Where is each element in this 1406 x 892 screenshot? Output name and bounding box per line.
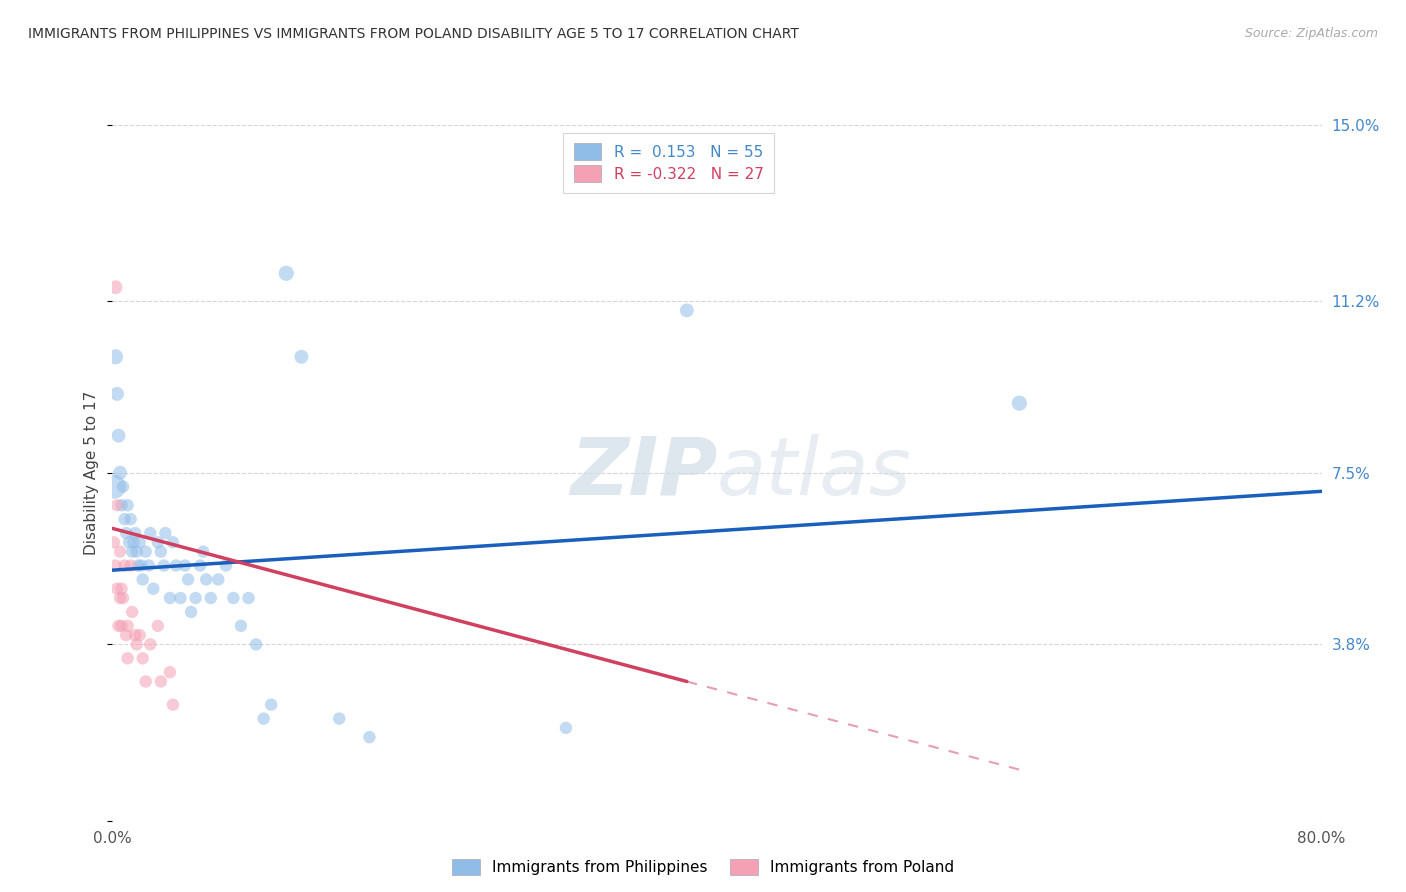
Text: Source: ZipAtlas.com: Source: ZipAtlas.com xyxy=(1244,27,1378,40)
Point xyxy=(115,526,138,541)
Point xyxy=(207,573,229,587)
Point xyxy=(169,591,191,605)
Point xyxy=(165,558,187,573)
Point xyxy=(117,498,139,512)
Point xyxy=(675,303,697,318)
Point xyxy=(108,544,131,558)
Text: atlas: atlas xyxy=(717,434,912,512)
Point xyxy=(105,387,128,401)
Point xyxy=(120,558,142,573)
Point xyxy=(120,512,142,526)
Point xyxy=(103,535,125,549)
Point xyxy=(121,544,143,558)
Point xyxy=(114,558,136,573)
Point xyxy=(110,582,132,596)
Point xyxy=(110,498,132,512)
Point xyxy=(155,526,177,541)
Point xyxy=(128,535,150,549)
Point xyxy=(112,591,135,605)
Legend: R =  0.153   N = 55, R = -0.322   N = 27: R = 0.153 N = 55, R = -0.322 N = 27 xyxy=(564,133,775,193)
Point xyxy=(104,280,127,294)
Point xyxy=(180,605,202,619)
Point xyxy=(215,558,238,573)
Point xyxy=(117,619,139,633)
Point xyxy=(146,535,169,549)
Point xyxy=(142,582,165,596)
Point xyxy=(328,712,350,726)
Point xyxy=(238,591,260,605)
Point xyxy=(125,544,148,558)
Point xyxy=(149,674,172,689)
Point xyxy=(139,526,162,541)
Point xyxy=(554,721,576,735)
Point xyxy=(107,428,129,442)
Point xyxy=(229,619,252,633)
Point xyxy=(108,466,131,480)
Point xyxy=(153,558,176,573)
Point xyxy=(104,350,127,364)
Point xyxy=(188,558,211,573)
Point xyxy=(290,350,312,364)
Text: IMMIGRANTS FROM PHILIPPINES VS IMMIGRANTS FROM POLAND DISABILITY AGE 5 TO 17 COR: IMMIGRANTS FROM PHILIPPINES VS IMMIGRANT… xyxy=(28,27,799,41)
Point xyxy=(124,526,146,541)
Point xyxy=(245,637,267,651)
Point xyxy=(200,591,222,605)
Point xyxy=(276,266,298,280)
Point xyxy=(125,637,148,651)
Text: ZIP: ZIP xyxy=(569,434,717,512)
Point xyxy=(135,674,157,689)
Point xyxy=(222,591,245,605)
Point xyxy=(103,480,125,494)
Point xyxy=(191,544,214,558)
Point xyxy=(115,628,138,642)
Point xyxy=(162,535,184,549)
Point xyxy=(105,498,128,512)
Point xyxy=(174,558,197,573)
Point xyxy=(149,544,172,558)
Point xyxy=(122,535,145,549)
Point xyxy=(135,544,157,558)
Point xyxy=(129,558,152,573)
Point xyxy=(132,573,155,587)
Point xyxy=(110,619,132,633)
Point xyxy=(146,619,169,633)
Point xyxy=(138,558,160,573)
Point xyxy=(114,512,136,526)
Point xyxy=(107,619,129,633)
Point xyxy=(121,605,143,619)
Point xyxy=(159,665,181,680)
Point xyxy=(104,558,127,573)
Point xyxy=(118,535,141,549)
Point xyxy=(184,591,207,605)
Y-axis label: Disability Age 5 to 17: Disability Age 5 to 17 xyxy=(84,391,100,555)
Point xyxy=(177,573,200,587)
Point xyxy=(132,651,155,665)
Point xyxy=(139,637,162,651)
Point xyxy=(128,628,150,642)
Point xyxy=(127,558,149,573)
Point xyxy=(253,712,276,726)
Legend: Immigrants from Philippines, Immigrants from Poland: Immigrants from Philippines, Immigrants … xyxy=(443,849,963,884)
Point xyxy=(1008,396,1031,410)
Point xyxy=(159,591,181,605)
Point xyxy=(108,591,131,605)
Point xyxy=(359,730,381,744)
Point xyxy=(117,651,139,665)
Point xyxy=(105,582,128,596)
Point xyxy=(162,698,184,712)
Point xyxy=(260,698,283,712)
Point xyxy=(124,628,146,642)
Point xyxy=(195,573,218,587)
Point xyxy=(112,480,135,494)
